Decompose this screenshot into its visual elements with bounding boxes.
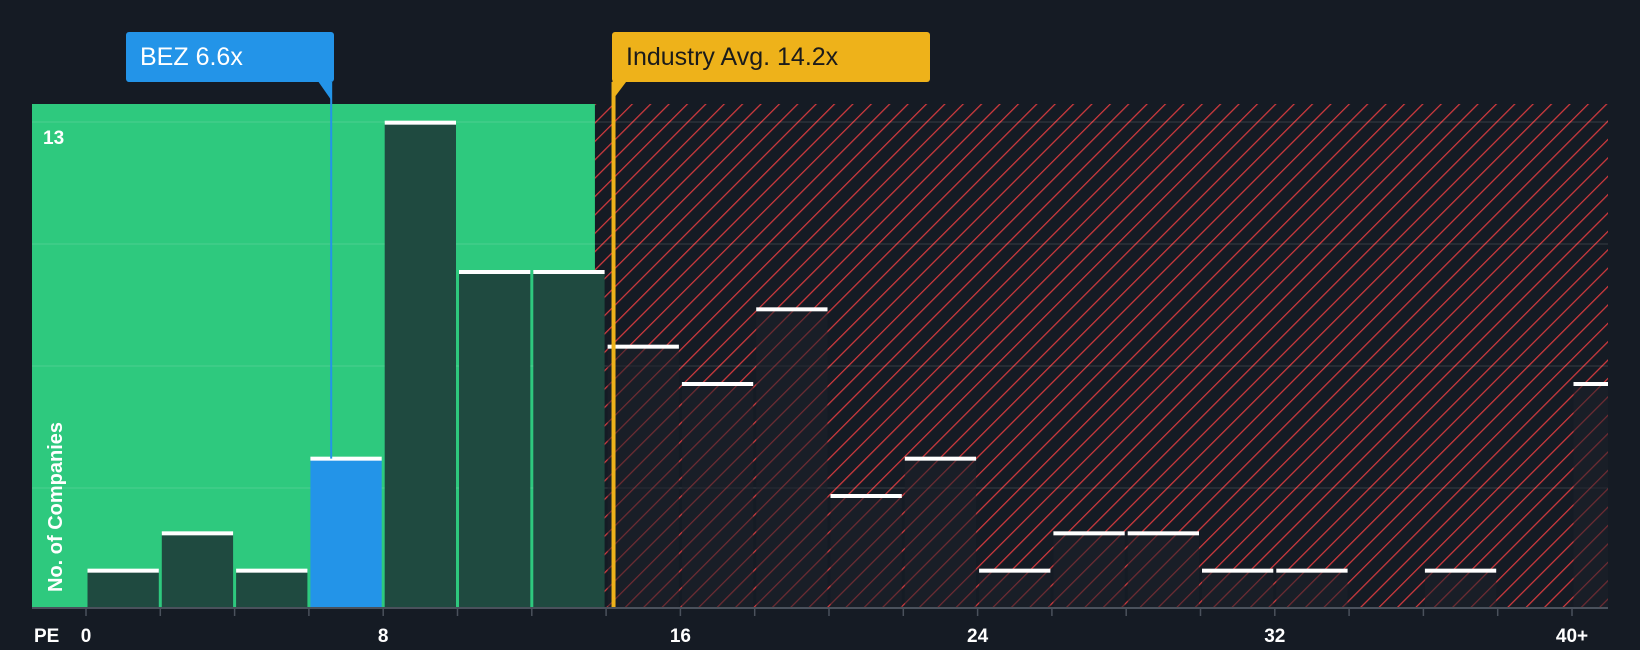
company-pe-callout: BEZ 6.6x bbox=[126, 32, 334, 82]
histogram-bar bbox=[384, 122, 456, 609]
histogram-bar bbox=[1127, 533, 1199, 608]
bar-cap bbox=[681, 382, 754, 386]
bar-cap bbox=[1424, 568, 1497, 573]
bar-cap bbox=[236, 568, 308, 573]
y-tick-label: 13 bbox=[43, 128, 64, 149]
bar-cap bbox=[161, 531, 234, 536]
histogram-bar bbox=[161, 533, 234, 608]
company-bar bbox=[310, 458, 382, 608]
industry-average-line bbox=[611, 82, 616, 608]
histogram-bar bbox=[1424, 570, 1497, 608]
company-pe-label: BEZ 6.6x bbox=[140, 43, 243, 71]
bar-cap bbox=[1202, 568, 1274, 573]
histogram-bar bbox=[1202, 570, 1274, 608]
histogram-bar bbox=[1573, 384, 1608, 608]
bar-cap bbox=[607, 344, 679, 349]
histogram-bar bbox=[756, 309, 828, 608]
x-tick-label: 0 bbox=[81, 626, 92, 647]
bar-cap bbox=[904, 456, 977, 461]
histogram-bar bbox=[87, 570, 159, 608]
histogram-bar bbox=[681, 384, 754, 608]
bar-cap bbox=[1127, 531, 1199, 536]
x-tick-label: 32 bbox=[1264, 626, 1285, 647]
x-axis-label: PE bbox=[34, 626, 59, 647]
industry-average-callout: Industry Avg. 14.2x bbox=[612, 32, 930, 82]
x-tick-label: 8 bbox=[378, 626, 389, 647]
bar-cap bbox=[756, 307, 828, 312]
bar-cap bbox=[979, 568, 1051, 573]
bar-cap bbox=[830, 494, 902, 498]
x-tick-label: 16 bbox=[670, 626, 691, 647]
bar-cap bbox=[384, 120, 456, 125]
company-callout-pointer bbox=[317, 80, 332, 100]
y-axis-label: No. of Companies bbox=[45, 422, 67, 592]
histogram-bar bbox=[1053, 533, 1125, 608]
bar-cap bbox=[310, 456, 382, 461]
bar-cap bbox=[87, 568, 159, 573]
histogram-bar bbox=[607, 346, 679, 608]
bar-cap bbox=[459, 270, 531, 274]
bar-cap bbox=[1276, 568, 1348, 573]
histogram-bar bbox=[533, 272, 605, 608]
industry-callout-pointer bbox=[612, 80, 628, 100]
histogram-bar bbox=[979, 570, 1051, 608]
bar-cap bbox=[533, 270, 605, 274]
histogram-bar bbox=[1276, 570, 1348, 608]
industry-average-label: Industry Avg. 14.2x bbox=[626, 43, 839, 71]
histogram-bar bbox=[830, 496, 902, 608]
bar-cap bbox=[1573, 382, 1608, 386]
x-tick-label: 40+ bbox=[1556, 626, 1588, 647]
histogram-bar bbox=[459, 272, 531, 608]
x-tick-label: 24 bbox=[967, 626, 989, 647]
histogram-bar bbox=[236, 570, 308, 608]
histogram-bar bbox=[904, 458, 977, 608]
bar-cap bbox=[1053, 531, 1125, 536]
